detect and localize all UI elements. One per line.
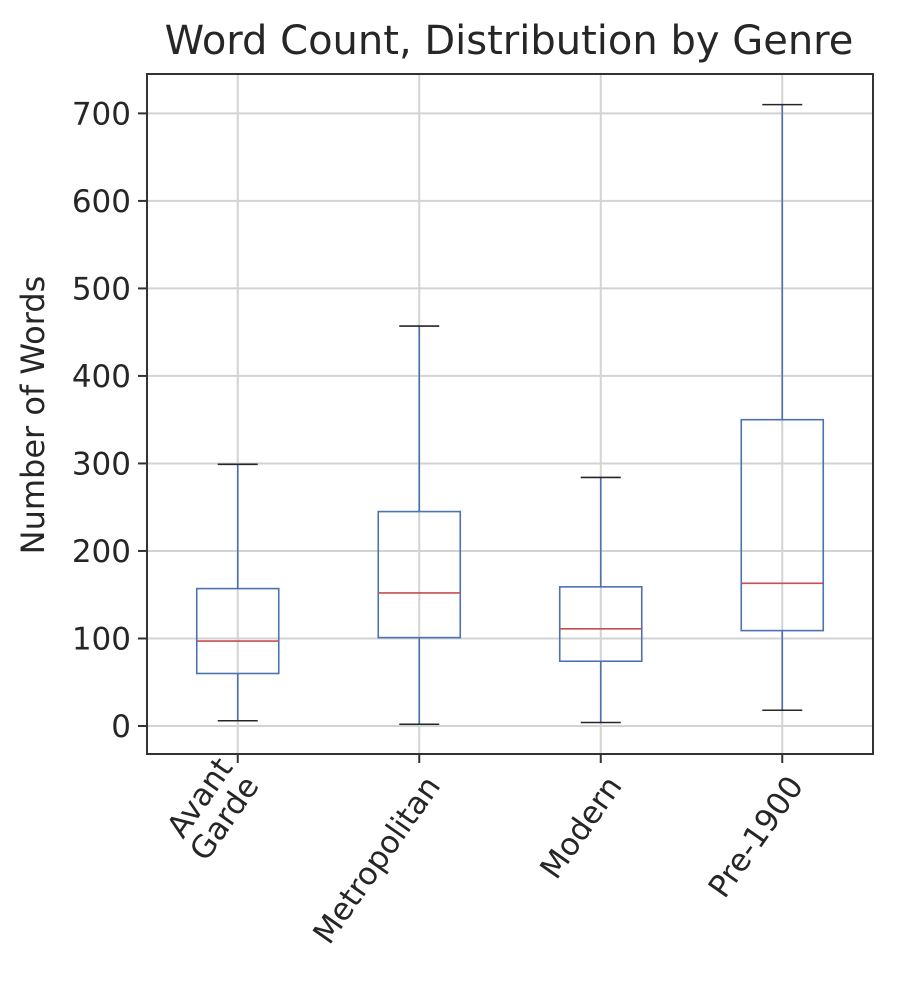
box-group xyxy=(195,463,280,722)
iqr-box xyxy=(558,586,643,663)
box-group xyxy=(740,103,825,712)
iqr-box xyxy=(740,418,825,632)
y-tick-label: 0 xyxy=(111,709,131,745)
y-tick-label: 100 xyxy=(72,621,131,657)
chart-title: Word Count, Distribution by Genre xyxy=(165,18,854,64)
y-tick-label: 500 xyxy=(72,271,131,307)
x-tick-label-line: Modern xyxy=(533,770,629,886)
x-tick-label: Pre-1900 xyxy=(702,770,811,905)
iqr-box xyxy=(195,587,280,675)
y-axis-label: Number of Words xyxy=(14,276,52,555)
x-tick-label-line: Pre-1900 xyxy=(702,770,811,905)
y-tick-label: 700 xyxy=(72,96,131,132)
y-tick-label: 300 xyxy=(72,446,131,482)
x-tick-label: Metropolitan xyxy=(306,770,448,951)
box-group xyxy=(558,476,643,724)
x-tick-label: AvantGarde xyxy=(157,751,267,867)
y-tick-label: 600 xyxy=(72,184,131,220)
plot-frame xyxy=(146,73,874,755)
x-tick-label-line: Metropolitan xyxy=(306,770,448,951)
x-tick-label: Modern xyxy=(533,770,629,886)
box-group xyxy=(377,325,462,726)
iqr-box xyxy=(377,510,462,639)
plot-area: 0 100 200 300 400 500 600 700 AvantGarde Metropol… xyxy=(72,73,874,951)
y-tick-label: 400 xyxy=(72,359,131,395)
y-tick-label: 200 xyxy=(72,534,131,570)
